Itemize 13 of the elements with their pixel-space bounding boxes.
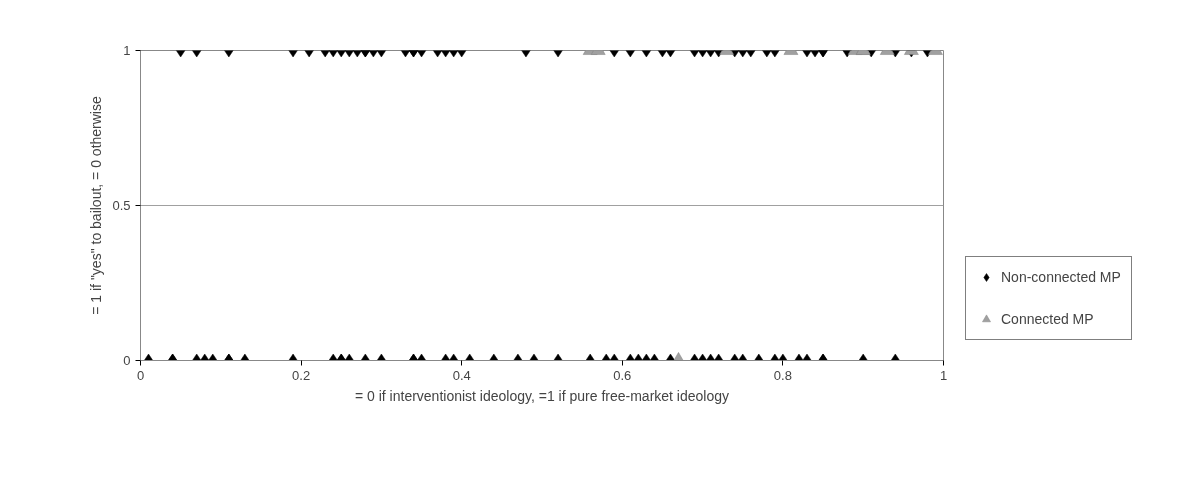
x-tick-label: 0.4 [452,367,471,383]
y-tick-label: 0 [123,353,131,368]
x-tick-label: 0.2 [292,367,311,383]
legend-label: Non-connected MP [1001,269,1121,285]
y-tick-label: 1 [123,43,131,58]
x-tick-label: 0.6 [613,367,632,383]
legend-label: Connected MP [1001,311,1094,327]
y-axis-title: = 1 if "yes" to bailout, = 0 otherwise [88,96,105,315]
x-tick-label: 0 [136,367,145,383]
x-tick-label: 1 [939,367,948,383]
x-tick-label: 0.8 [773,367,792,383]
y-tick-label: 0.5 [112,198,131,213]
x-axis-title: = 0 if interventionist ideology, =1 if pure free-market ideology [354,387,730,404]
